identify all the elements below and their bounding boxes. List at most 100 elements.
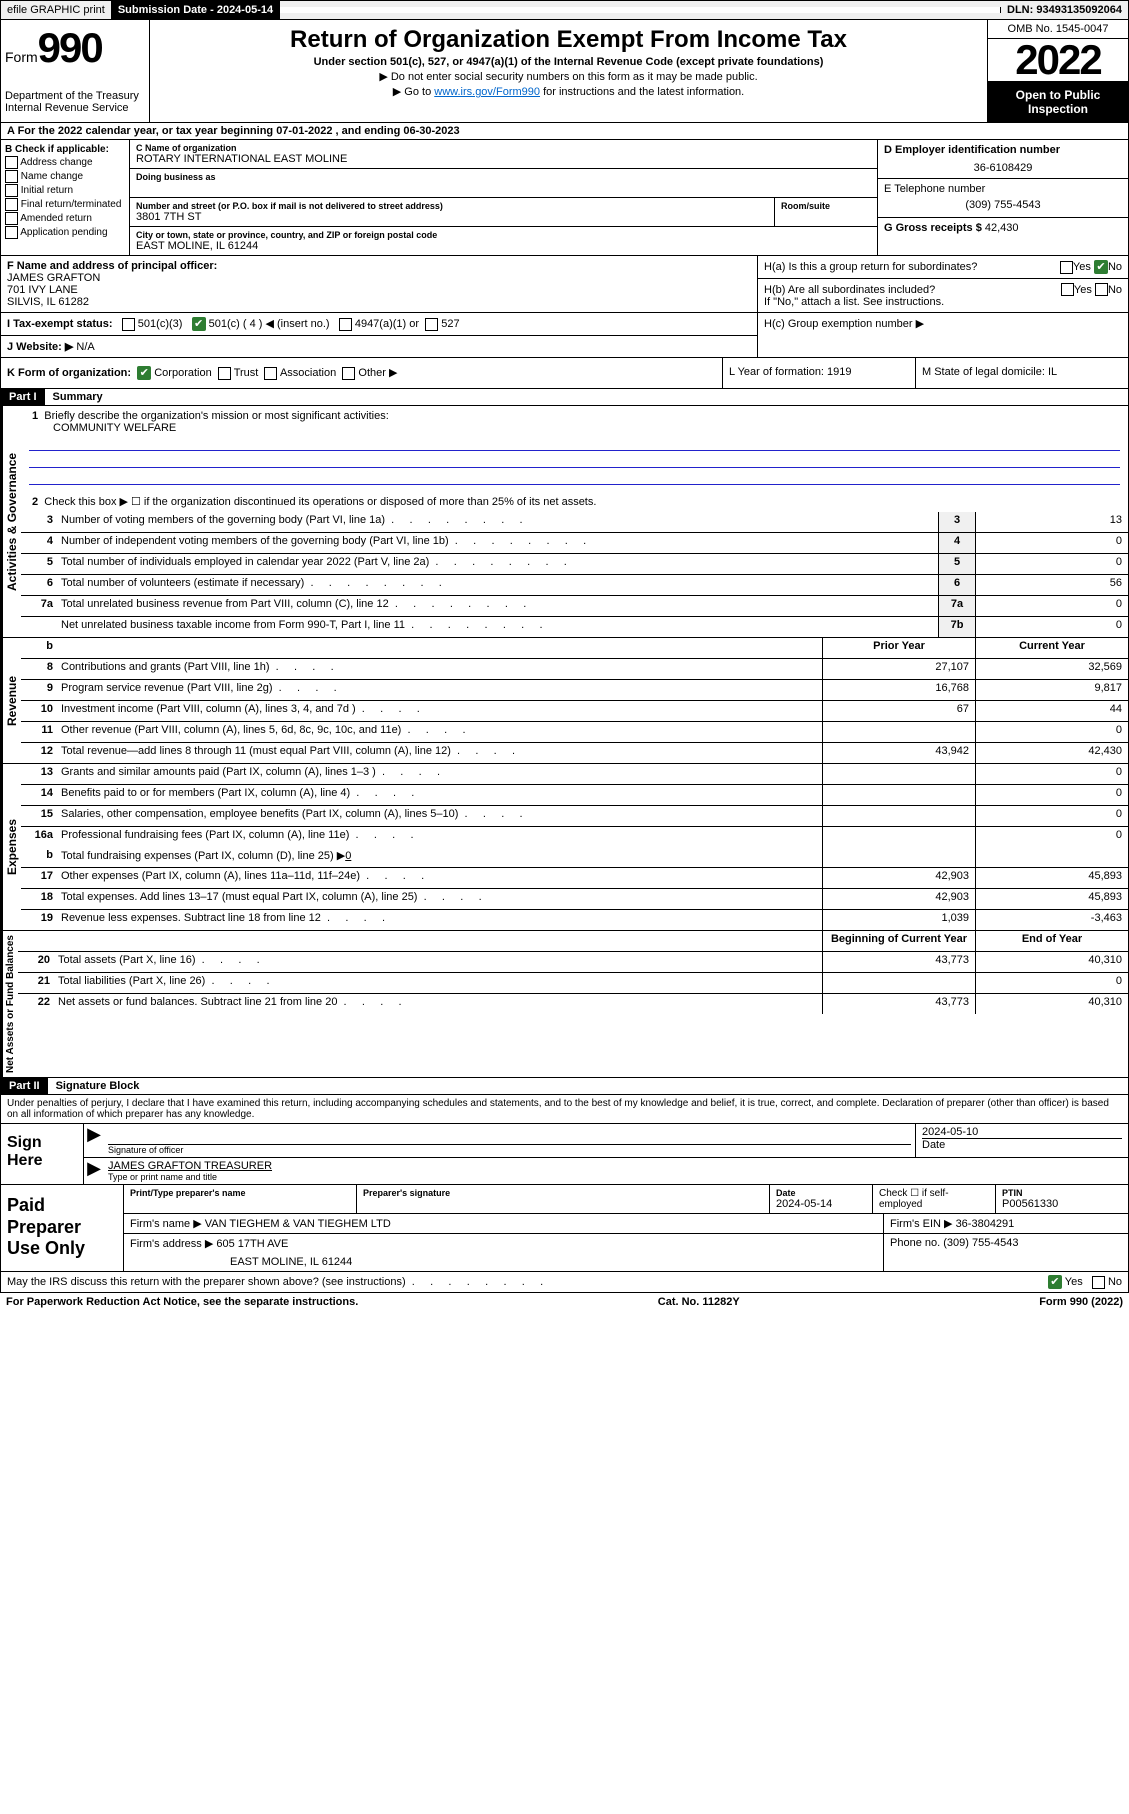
line-text: Salaries, other compensation, employee b… xyxy=(57,806,822,826)
org-name: ROTARY INTERNATIONAL EAST MOLINE xyxy=(136,153,871,165)
check-name-change[interactable]: Name change xyxy=(5,170,125,183)
website-value: N/A xyxy=(76,341,94,353)
check-address-change[interactable]: Address change xyxy=(5,156,125,169)
summary-row: 17Other expenses (Part IX, column (A), l… xyxy=(21,868,1128,889)
sign-body: ▶ Signature of officer 2024-05-10 Date ▶… xyxy=(84,1124,1128,1184)
summary-row: 12Total revenue—add lines 8 through 11 (… xyxy=(21,743,1128,763)
line-num: 4 xyxy=(21,533,57,553)
exp-section: Expenses 13Grants and similar amounts pa… xyxy=(0,764,1129,931)
discuss-no-check[interactable] xyxy=(1092,1276,1105,1289)
check-amended-return[interactable]: Amended return xyxy=(5,212,125,225)
officer-name: JAMES GRAFTON xyxy=(7,272,751,284)
line-key: 6 xyxy=(938,575,975,595)
check-application-pending[interactable]: Application pending xyxy=(5,226,125,239)
check-initial-return[interactable]: Initial return xyxy=(5,184,125,197)
line-16b-num: b xyxy=(21,847,57,867)
current-year-value: 0 xyxy=(975,785,1128,805)
officer-name-row: ▶ JAMES GRAFTON TREASURER Type or print … xyxy=(84,1158,1128,1184)
ein-value: 36-6108429 xyxy=(884,162,1122,174)
prep-sig-label: Preparer's signature xyxy=(363,1188,763,1198)
current-year-value: 45,893 xyxy=(975,868,1128,888)
self-employed-cell[interactable]: Check ☐ if self-employed xyxy=(873,1185,996,1213)
officer-addr1: 701 IVY LANE xyxy=(7,284,751,296)
check-527[interactable] xyxy=(425,318,438,331)
section-e-label: E Telephone number xyxy=(884,183,1122,195)
prior-year-value xyxy=(822,973,975,993)
form-page-label: Form 990 (2022) xyxy=(1039,1296,1123,1308)
section-g-label: G Gross receipts $ xyxy=(884,222,982,234)
form-header: Form990 Department of the Treasury Inter… xyxy=(0,20,1129,123)
form-number: Form990 xyxy=(5,24,145,72)
ha-yes-check[interactable] xyxy=(1060,261,1073,274)
line-key: 4 xyxy=(938,533,975,553)
check-501c-checked: ✔ xyxy=(192,317,206,331)
street-label: Number and street (or P.O. box if mail i… xyxy=(136,201,768,211)
line-num: 8 xyxy=(21,659,57,679)
line-text: Net unrelated business taxable income fr… xyxy=(57,617,938,637)
section-k: K Form of organization: ✔ Corporation Tr… xyxy=(1,358,723,388)
irs-form990-link[interactable]: www.irs.gov/Form990 xyxy=(434,86,540,98)
entity-center: C Name of organization ROTARY INTERNATIO… xyxy=(130,140,878,255)
officer-date-label: Date xyxy=(922,1138,1122,1151)
note-ssn: ▶ Do not enter social security numbers o… xyxy=(154,70,983,83)
eoy-header: End of Year xyxy=(975,931,1128,951)
summary-row: 7aTotal unrelated business revenue from … xyxy=(21,596,1128,617)
line-text: Total assets (Part X, line 16) xyxy=(54,952,822,972)
officer-name-field: JAMES GRAFTON TREASURER Type or print na… xyxy=(104,1158,1128,1184)
klm-row: K Form of organization: ✔ Corporation Tr… xyxy=(0,358,1129,389)
hb-yes-check[interactable] xyxy=(1061,283,1074,296)
prior-year-value xyxy=(822,806,975,826)
line1-text: Briefly describe the organization's miss… xyxy=(44,410,388,422)
firm-addr2: EAST MOLINE, IL 61244 xyxy=(130,1256,877,1268)
mission-line-3 xyxy=(29,470,1120,485)
check-4947[interactable] xyxy=(339,318,352,331)
section-c-label: C Name of organization xyxy=(136,143,871,153)
exp-rows: 13Grants and similar amounts paid (Part … xyxy=(21,764,1128,847)
summary-row: 18Total expenses. Add lines 13–17 (must … xyxy=(21,889,1128,910)
check-other[interactable] xyxy=(342,367,355,380)
officer-name-title: JAMES GRAFTON TREASURER xyxy=(108,1160,272,1172)
rev-header-row: b Prior Year Current Year xyxy=(21,638,1128,659)
vert-expenses: Expenses xyxy=(1,764,21,930)
firm-phone-value: (309) 755-4543 xyxy=(943,1237,1018,1249)
officer-name-label: Type or print name and title xyxy=(108,1172,1124,1182)
ag-body: 1 Briefly describe the organization's mi… xyxy=(21,406,1128,637)
line-text: Number of voting members of the governin… xyxy=(57,512,938,532)
summary-row: 19Revenue less expenses. Subtract line 1… xyxy=(21,910,1128,930)
hb-cell: H(b) Are all subordinates included? Yes … xyxy=(758,279,1128,313)
line-num: 19 xyxy=(21,910,57,930)
firm-name-label: Firm's name ▶ xyxy=(130,1218,202,1230)
check-501c3[interactable] xyxy=(122,318,135,331)
rev-section: Revenue b Prior Year Current Year 8Contr… xyxy=(0,638,1129,764)
line-key: 3 xyxy=(938,512,975,532)
ha-label: H(a) Is this a group return for subordin… xyxy=(764,261,1060,273)
officer-sig-label: Signature of officer xyxy=(108,1144,911,1155)
efile-graphic-label[interactable]: efile GRAPHIC print xyxy=(1,1,112,19)
line-num: 13 xyxy=(21,764,57,784)
prior-year-value xyxy=(822,785,975,805)
line-key: 5 xyxy=(938,554,975,574)
prior-year-header: Prior Year xyxy=(822,638,975,658)
na-section: Net Assets or Fund Balances Beginning of… xyxy=(0,931,1129,1078)
line-16b-curr-shade xyxy=(975,847,1128,867)
tax-exempt-status-cell: I Tax-exempt status: 501(c)(3) ✔ 501(c) … xyxy=(1,313,757,336)
gross-receipts-value: 42,430 xyxy=(985,222,1019,234)
line-value: 0 xyxy=(975,617,1128,637)
note-link-pre: ▶ Go to xyxy=(393,86,434,98)
line-text: Total number of individuals employed in … xyxy=(57,554,938,574)
prior-year-value: 67 xyxy=(822,701,975,721)
check-trust[interactable] xyxy=(218,367,231,380)
check-final-return[interactable]: Final return/terminated xyxy=(5,198,125,211)
part2-title: Signature Block xyxy=(48,1078,148,1094)
hb-no-check[interactable] xyxy=(1095,283,1108,296)
mission-line-1 xyxy=(29,436,1120,451)
city-cell: City or town, state or province, country… xyxy=(130,227,877,255)
ptin-cell: PTIN P00561330 xyxy=(996,1185,1128,1213)
current-year-value: 40,310 xyxy=(975,994,1128,1014)
rev-body: b Prior Year Current Year 8Contributions… xyxy=(21,638,1128,763)
principal-officer-cell: F Name and address of principal officer:… xyxy=(1,256,757,313)
check-association[interactable] xyxy=(264,367,277,380)
current-year-value: 0 xyxy=(975,973,1128,993)
room-cell: Room/suite xyxy=(775,198,877,226)
header-center: Return of Organization Exempt From Incom… xyxy=(150,20,988,122)
